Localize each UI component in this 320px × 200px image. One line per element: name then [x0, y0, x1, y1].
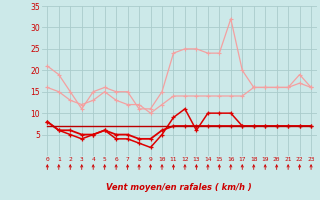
Text: Vent moyen/en rafales ( km/h ): Vent moyen/en rafales ( km/h ) — [106, 183, 252, 192]
